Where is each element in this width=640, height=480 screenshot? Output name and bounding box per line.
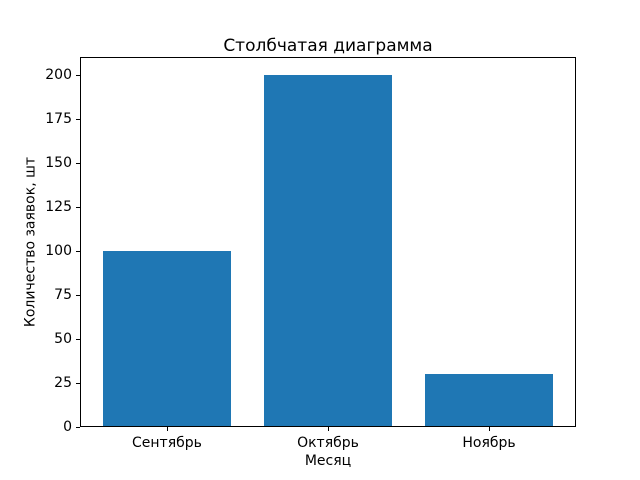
y-tick-mark-200 [76, 74, 80, 76]
y-tick-label-125: 125 [45, 198, 72, 215]
y-tick-mark-25 [76, 382, 80, 384]
y-tick-label-200: 200 [45, 66, 72, 83]
x-axis-label: Месяц [304, 453, 352, 469]
y-tick-mark-0 [76, 427, 80, 428]
x-tick-label-0: Сентябрь [132, 435, 202, 451]
chart-title: Столбчатая диаграмма [223, 36, 433, 56]
y-tick-mark-125 [76, 206, 80, 208]
y-tick-label-75: 75 [54, 286, 72, 303]
plot-area [80, 57, 576, 427]
x-tick-label-2: Ноябрь [462, 435, 516, 451]
y-tick-mark-50 [76, 338, 80, 340]
y-tick-mark-100 [76, 250, 80, 252]
x-tick-mark-1 [328, 427, 329, 431]
y-tick-label-175: 175 [45, 110, 72, 127]
y-tick-label-50: 50 [54, 330, 72, 347]
y-tick-label-0: 0 [63, 419, 72, 435]
y-tick-mark-150 [76, 162, 80, 164]
y-tick-label-150: 150 [45, 154, 72, 171]
bar-month-2 [424, 374, 554, 427]
y-tick-label-25: 25 [54, 374, 72, 391]
x-tick-label-1: Октябрь [297, 435, 359, 451]
x-tick-mark-0 [166, 427, 168, 431]
bar-month-0 [102, 250, 232, 427]
y-tick-mark-75 [76, 294, 80, 296]
y-tick-label-100: 100 [45, 242, 72, 259]
x-tick-mark-2 [489, 427, 491, 431]
bar-month-1 [263, 74, 393, 427]
y-tick-mark-175 [76, 118, 80, 120]
